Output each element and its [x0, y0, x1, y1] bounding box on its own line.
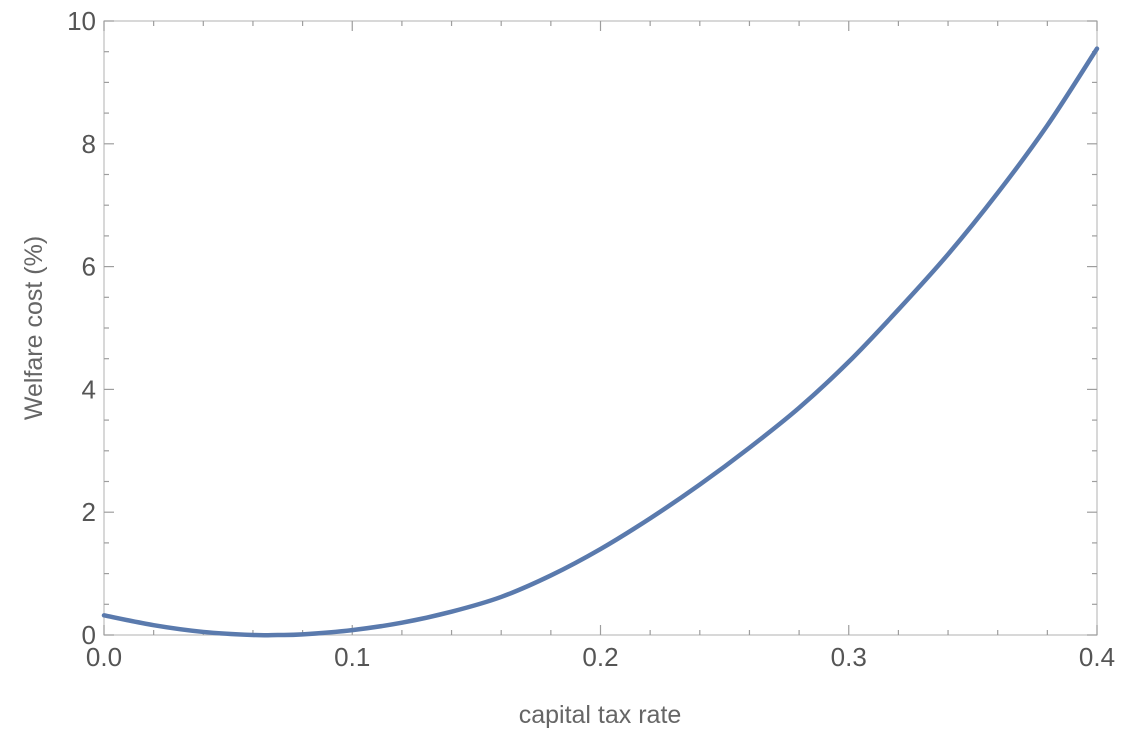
y-tick-label: 2	[82, 497, 96, 527]
x-tick-label: 0.0	[86, 642, 122, 672]
x-tick-label: 0.2	[582, 642, 618, 672]
plot-frame	[103, 20, 1098, 636]
series-group	[101, 46, 1100, 638]
x-tick-label: 0.4	[1079, 642, 1115, 672]
y-tick-label: 10	[67, 6, 96, 36]
y-axis-label: Welfare cost (%)	[20, 236, 48, 420]
y-tick-label: 4	[82, 374, 96, 404]
y-tick-label: 8	[82, 129, 96, 159]
x-tick-label: 0.3	[831, 642, 867, 672]
y-tick-labels: 0 2 4 6 8 10	[67, 6, 96, 650]
x-tick-labels: 0.0 0.1 0.2 0.3 0.4	[86, 642, 1115, 672]
x-axis-label: capital tax rate	[519, 701, 682, 729]
x-tick-label: 0.1	[334, 642, 370, 672]
axis-ticks	[103, 20, 1098, 636]
y-tick-label: 0	[82, 620, 96, 650]
welfare-cost-line	[101, 46, 1100, 638]
y-tick-label: 6	[82, 252, 96, 282]
